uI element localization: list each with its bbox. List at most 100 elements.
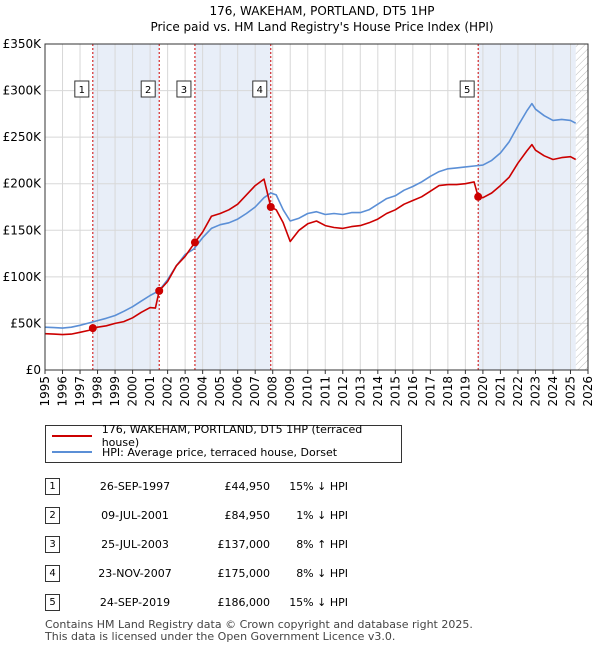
sale-hpi-diff: 8% ↑ HPI <box>296 538 348 551</box>
sale-label: 1 <box>79 85 85 96</box>
table-row: 2 09-JUL-2001 £84,950 1% ↓ HPI <box>45 501 348 530</box>
plot-frame <box>44 43 589 371</box>
x-tick-label: 2016 <box>406 376 420 407</box>
x-tick-label: 2002 <box>161 376 175 407</box>
x-tick-label: 2008 <box>266 376 280 407</box>
x-tick-label: 2025 <box>563 376 577 407</box>
sale-badge: 4 <box>45 565 60 582</box>
x-tick-label: 2011 <box>318 376 332 407</box>
sale-period-shade <box>478 44 576 370</box>
x-tick-label: 2006 <box>231 376 245 407</box>
sale-hpi-diff: 15% ↓ HPI <box>289 480 348 493</box>
sale-point <box>266 203 275 211</box>
footer: Contains HM Land Registry data © Crown c… <box>45 619 473 643</box>
x-tick-label: 2018 <box>441 376 455 407</box>
sale-price: £84,950 <box>224 509 271 522</box>
sale-label-box <box>252 80 268 98</box>
sale-label-box <box>176 80 192 98</box>
hpi-line <box>44 102 577 329</box>
x-tick-label: 2020 <box>476 376 490 407</box>
legend-item-property: 176, WAKEHAM, PORTLAND, DT5 1HP (terrace… <box>52 423 401 449</box>
sale-hpi-diff: 8% ↓ HPI <box>296 567 348 580</box>
sale-label-box <box>459 80 475 98</box>
y-tick-label: £200K <box>3 177 43 191</box>
x-tick-label: 2021 <box>493 376 507 407</box>
x-tick-label: 2003 <box>178 376 192 407</box>
y-tick-label: £300K <box>3 84 43 98</box>
x-tick-label: 1995 <box>38 376 52 407</box>
legend-item-hpi: HPI: Average price, terraced house, Dors… <box>52 444 337 460</box>
y-tick-label: £350K <box>3 37 43 51</box>
sale-label: 3 <box>181 85 187 96</box>
x-tick-label: 2026 <box>581 376 595 407</box>
table-row: 4 23-NOV-2007 £175,000 8% ↓ HPI <box>45 559 348 588</box>
y-tick-label: £100K <box>3 270 43 284</box>
sale-label-box <box>74 80 90 98</box>
x-tick-label: 2022 <box>511 376 525 407</box>
sales-table: 1 26-SEP-1997 £44,950 15% ↓ HPI 2 09-JUL… <box>45 472 348 617</box>
x-tick-label: 2019 <box>458 376 472 407</box>
sale-label-box <box>140 80 156 98</box>
x-tick-label: 2009 <box>283 376 297 407</box>
sale-badge: 5 <box>45 594 60 611</box>
x-tick-label: 2001 <box>143 376 157 407</box>
price-chart: 176, WAKEHAM, PORTLAND, DT5 1HP Price pa… <box>3 4 595 407</box>
sale-price: £175,000 <box>217 567 271 580</box>
x-tick-label: 2013 <box>353 376 367 407</box>
legend-swatch-property <box>52 435 92 437</box>
x-tick-label: 2014 <box>371 376 385 407</box>
y-tick-label: £0 <box>26 363 41 377</box>
property-price-line <box>44 143 577 336</box>
x-tick-label: 2000 <box>126 376 140 407</box>
x-tick-label: 1997 <box>73 376 87 407</box>
sale-label: 5 <box>464 85 470 96</box>
legend-label-hpi: HPI: Average price, terraced house, Dors… <box>102 445 338 459</box>
x-tick-label: 1999 <box>108 376 122 407</box>
sale-date: 26-SEP-1997 <box>99 480 171 493</box>
x-tick-label: 1998 <box>91 376 105 407</box>
sale-date: 09-JUL-2001 <box>101 509 169 522</box>
forecast-hatch <box>575 44 588 370</box>
y-tick-label: £150K <box>3 223 43 237</box>
sale-badge: 2 <box>45 507 60 524</box>
legend-label-property: 176, WAKEHAM, PORTLAND, DT5 1HP (terrace… <box>101 423 363 449</box>
x-tick-label: 2017 <box>423 376 437 407</box>
chart-subtitle: Price paid vs. HM Land Registry's House … <box>150 20 493 34</box>
x-tick-label: 2012 <box>336 376 350 407</box>
y-tick-label: £250K <box>3 130 43 144</box>
x-tick-label: 2007 <box>248 376 262 407</box>
x-tick-label: 2023 <box>528 376 542 407</box>
footer-licence: This data is licensed under the Open Gov… <box>45 630 396 643</box>
x-tick-label: 1996 <box>56 376 70 407</box>
sale-hpi-diff: 15% ↓ HPI <box>289 596 348 609</box>
sale-date: 23-NOV-2007 <box>98 567 172 580</box>
sale-point <box>155 286 164 295</box>
table-row: 5 24-SEP-2019 £186,000 15% ↓ HPI <box>45 588 348 617</box>
sale-price: £186,000 <box>217 596 271 609</box>
sale-date: 25-JUL-2003 <box>101 538 169 551</box>
legend-swatch-hpi <box>52 451 92 453</box>
sale-point <box>190 238 199 247</box>
x-tick-label: 2010 <box>301 376 315 407</box>
x-tick-label: 2024 <box>546 376 560 407</box>
sale-point <box>474 192 483 201</box>
x-tick-label: 2005 <box>213 376 227 407</box>
sale-price: £44,950 <box>224 480 271 493</box>
sale-badge: 1 <box>45 478 60 495</box>
sale-badge: 3 <box>45 536 60 553</box>
table-row: 3 25-JUL-2003 £137,000 8% ↑ HPI <box>45 530 348 559</box>
table-row: 1 26-SEP-1997 £44,950 15% ↓ HPI <box>45 472 348 501</box>
footer-copyright: Contains HM Land Registry data © Crown c… <box>45 618 473 631</box>
sale-hpi-diff: 1% ↓ HPI <box>296 509 348 522</box>
x-tick-label: 2004 <box>196 376 210 407</box>
sale-point <box>88 324 97 333</box>
sale-price: £137,000 <box>217 538 271 551</box>
sale-date: 24-SEP-2019 <box>99 596 171 609</box>
legend: 176, WAKEHAM, PORTLAND, DT5 1HP (terrace… <box>45 423 402 463</box>
sale-label: 4 <box>257 85 263 96</box>
x-tick-label: 2015 <box>388 376 402 407</box>
chart-title: 176, WAKEHAM, PORTLAND, DT5 1HP <box>209 4 434 18</box>
y-tick-label: £50K <box>10 316 42 330</box>
sale-label: 2 <box>145 85 151 96</box>
sale-period-shade <box>92 44 160 370</box>
